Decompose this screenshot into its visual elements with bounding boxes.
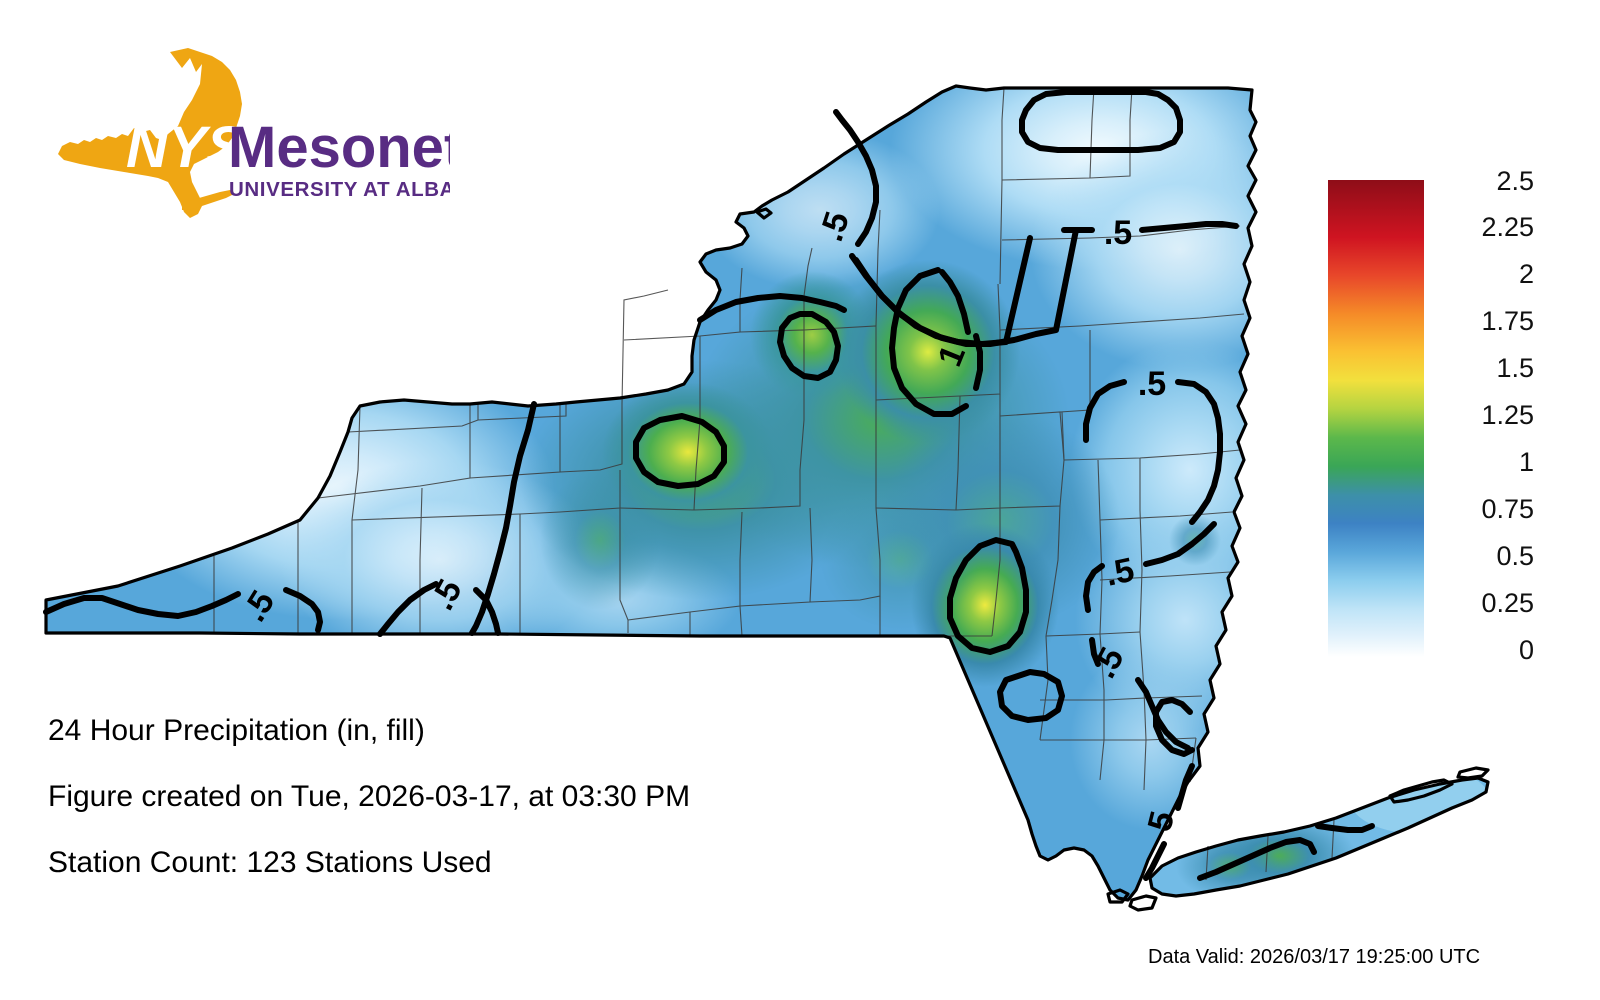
figure-caption: 24 Hour Precipitation (in, fill) Figure … — [48, 716, 690, 914]
colorbar-gradient — [1328, 180, 1424, 657]
caption-title: 24 Hour Precipitation (in, fill) — [48, 714, 425, 747]
colorbar — [1328, 180, 1424, 657]
contour-label: .5 — [1104, 214, 1132, 252]
colorbar-tick-labels: 2.5 2.25 2 1.75 1.5 1.25 1 0.75 0.5 0.25… — [1432, 160, 1552, 680]
colorbar-tick: 1 — [1518, 447, 1534, 477]
colorbar-tick: 2.5 — [1496, 166, 1534, 196]
logo-long-island-shape — [182, 190, 234, 210]
nys-mesonet-logo: NYS Mesonet UNIVERSITY AT ALBANY — [50, 42, 450, 222]
logo-nys-text: NYS — [126, 115, 246, 180]
contour-lines — [0, 0, 1375, 881]
colorbar-tick: 2.25 — [1481, 212, 1534, 242]
colorbar-tick: 0.5 — [1496, 541, 1534, 571]
logo-mesonet-text: Mesonet — [228, 115, 450, 180]
data-valid-text: Data Valid: 2026/03/17 19:25:00 UTC — [1148, 946, 1481, 968]
colorbar-tick: 0.75 — [1481, 494, 1534, 524]
colorbar-tick: 0.25 — [1481, 588, 1534, 618]
county-boundaries — [213, 87, 1335, 881]
colorbar-tick: 1.75 — [1481, 306, 1534, 336]
logo-subtitle-text: UNIVERSITY AT ALBANY — [229, 178, 450, 201]
colorbar-tick: 2 — [1518, 259, 1534, 289]
colorbar-tick: 0 — [1518, 635, 1534, 665]
state-outline — [44, 84, 1490, 912]
precip-fill-long-island — [1150, 778, 1488, 896]
logo-state-shape — [58, 48, 242, 218]
caption-created: Figure created on Tue, 2026-03-17, at 03… — [48, 780, 691, 813]
logo-svg: NYS Mesonet UNIVERSITY AT ALBANY — [58, 48, 450, 218]
colorbar-tick: 1.25 — [1481, 400, 1534, 430]
colorbar-tick: 1.5 — [1496, 353, 1534, 383]
contour-label: .5 — [1138, 365, 1166, 403]
caption-stations: Station Count: 123 Stations Used — [48, 846, 492, 879]
